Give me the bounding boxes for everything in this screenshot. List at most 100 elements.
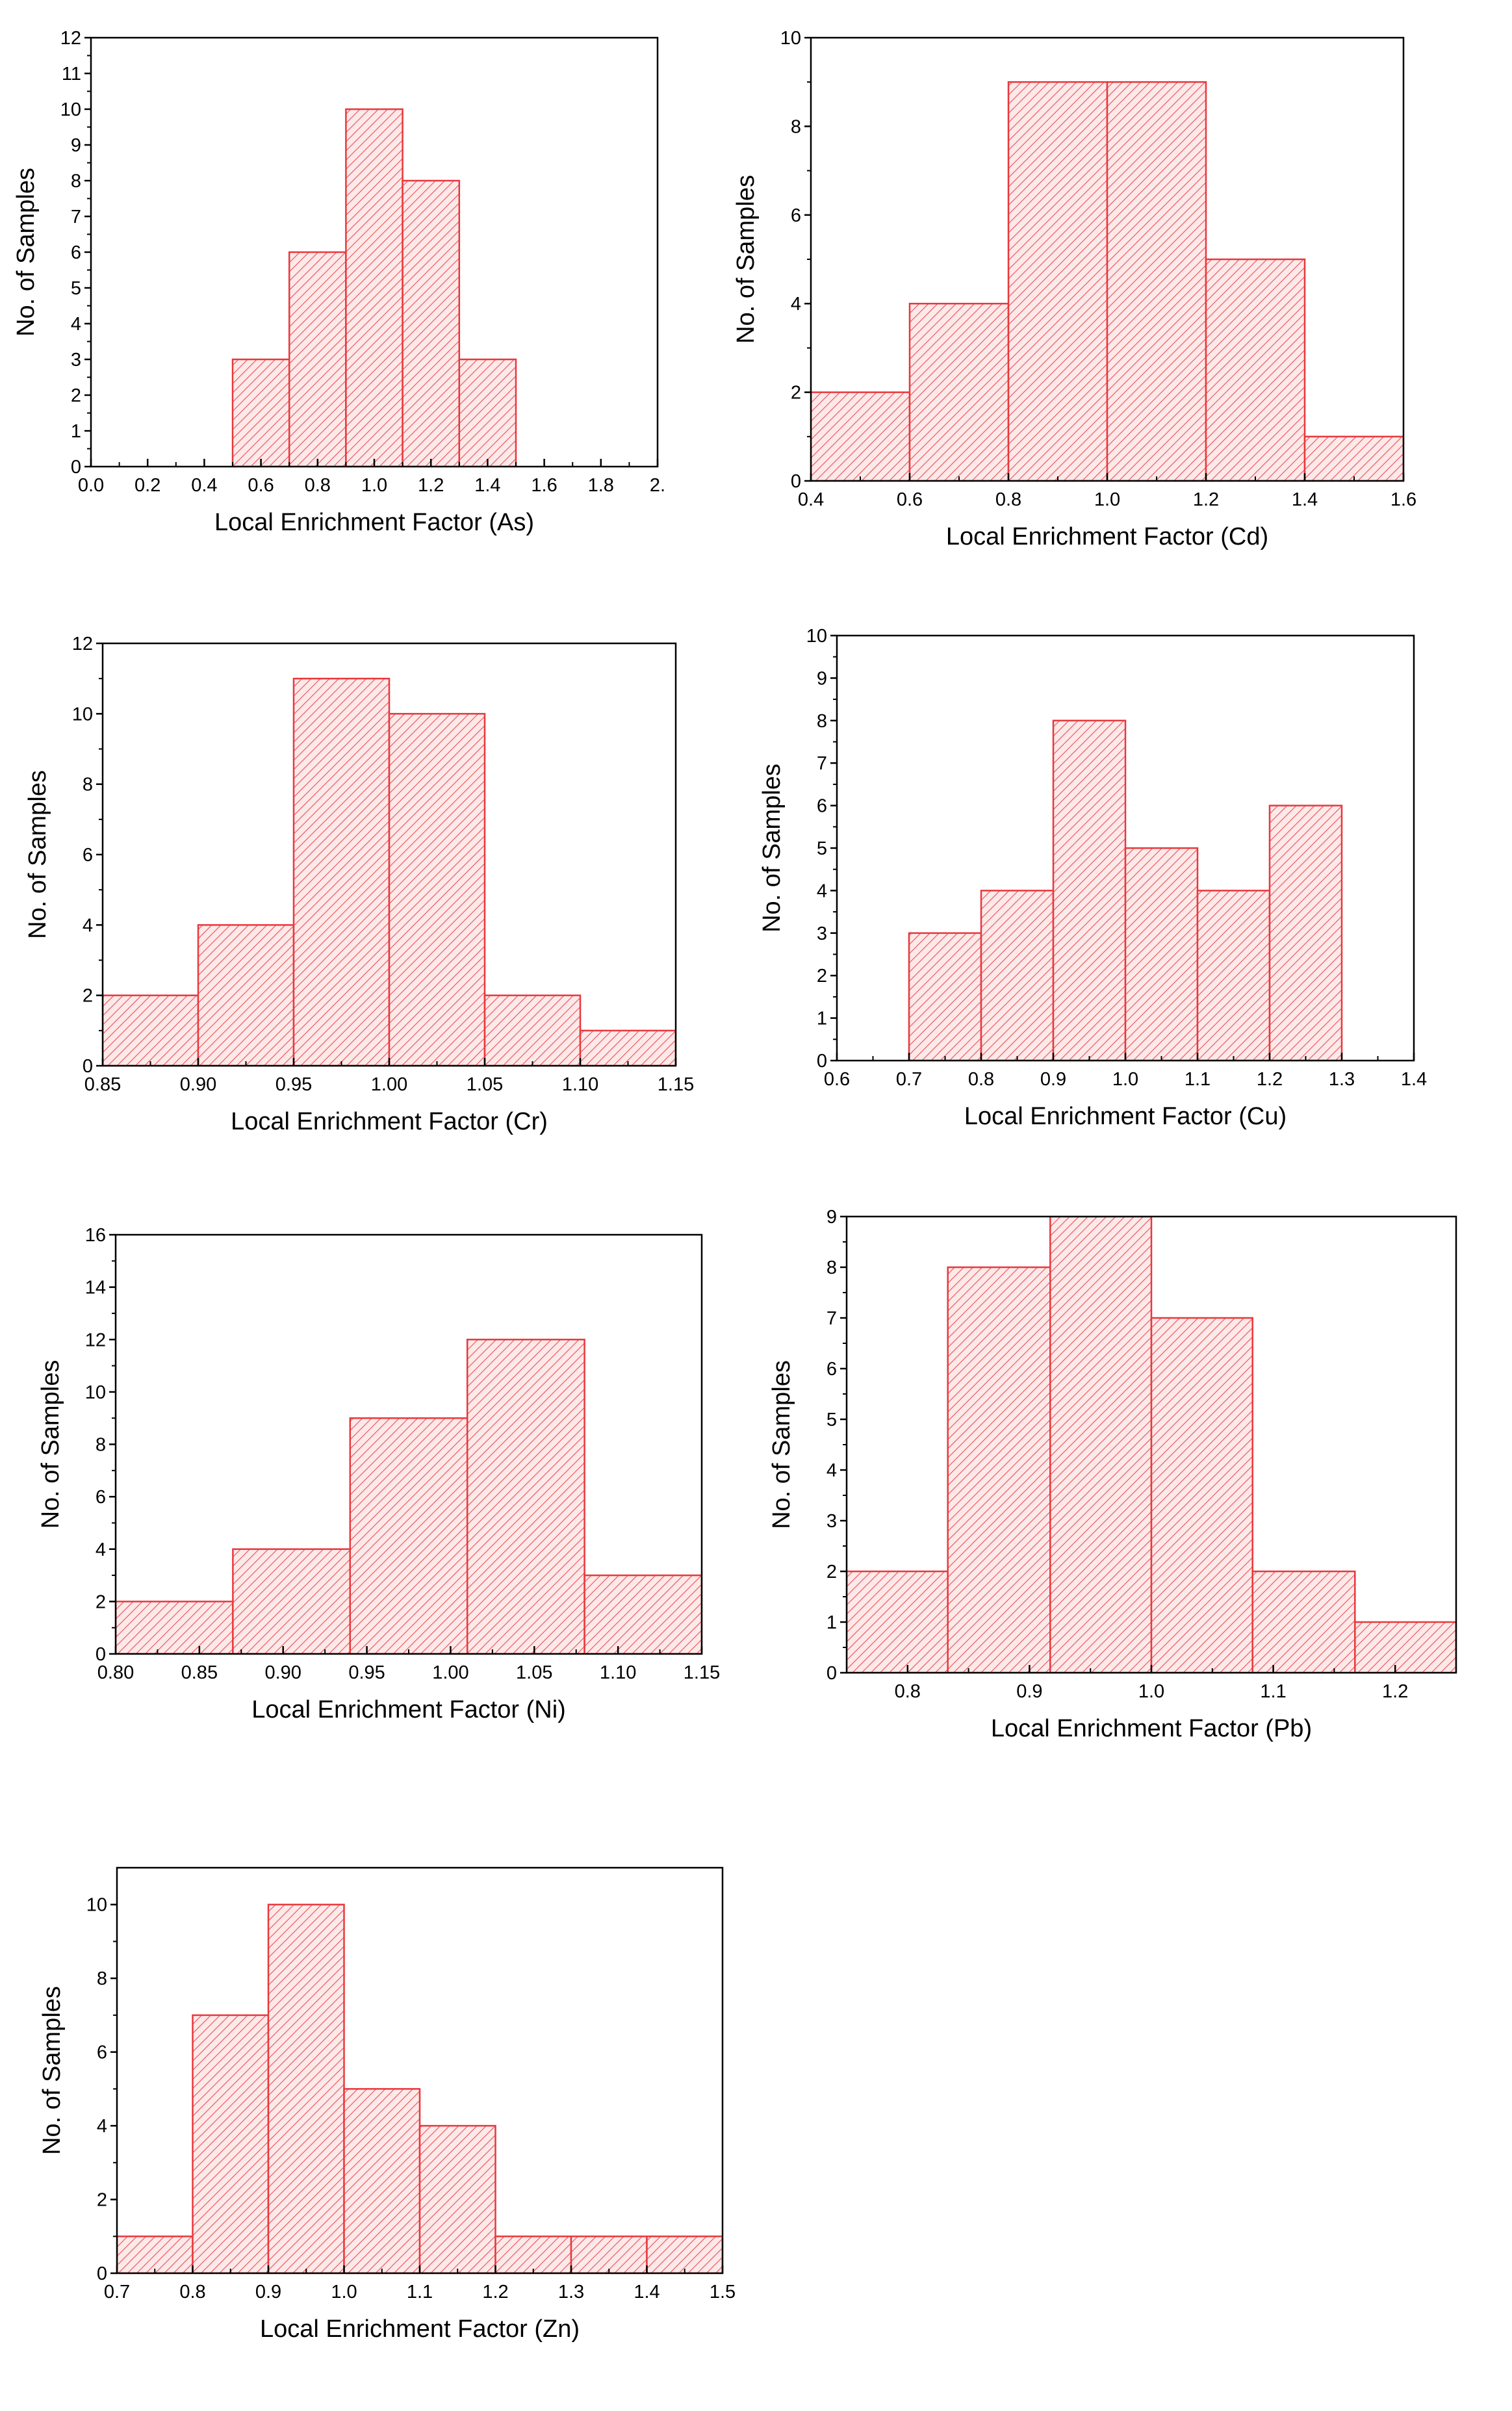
x-tick-label: 0.8: [968, 1069, 994, 1090]
histogram-bar: [980, 890, 1055, 1061]
y-tick-label: 9: [826, 1207, 837, 1228]
histogram-bar: [418, 2124, 496, 2273]
histogram-bar: [343, 2088, 421, 2273]
x-tick-label: 1.4: [634, 2282, 660, 2302]
x-tick-label: 0.7: [896, 1069, 922, 1090]
histogram-cd: 0.4 0.6 0.8 1.0 1.2 1.4 1.6 0 2 4 6 8 10 Local Enrich…: [732, 28, 1416, 550]
x-axis-title: Local Enrichment Factor (As): [214, 509, 534, 536]
histogram-bar: [908, 302, 1010, 481]
y-tick-label: 6: [97, 2043, 107, 2063]
histogram-bar: [494, 2236, 572, 2273]
x-tick-label: 1.2: [1382, 1681, 1408, 1702]
y-axis-title: No. of Samples: [37, 1360, 64, 1529]
histogram-bar: [1196, 890, 1271, 1061]
y-tick-label: 1: [817, 1009, 827, 1029]
histogram-bar: [197, 924, 295, 1066]
y-axis-title: No. of Samples: [24, 770, 51, 939]
y-tick-label: 3: [817, 923, 827, 944]
x-tick-label: 1.2: [1257, 1069, 1283, 1090]
x-axis-title: Local Enrichment Factor (Pb): [991, 1715, 1312, 1742]
bar-group: [847, 1216, 1456, 1673]
x-tick-label: 0.4: [191, 475, 217, 496]
histogram-bar: [579, 1029, 676, 1066]
y-tick-label: 12: [85, 1330, 106, 1350]
x-tick-label: 1.10: [600, 1662, 636, 1683]
y-tick-label: 2: [96, 1592, 106, 1612]
x-tick-label: 1.6: [1390, 489, 1416, 510]
y-tick-label: 6: [791, 205, 801, 226]
y-tick-label: 4: [97, 2116, 107, 2137]
y-tick-label: 4: [791, 294, 801, 315]
x-tick-label: 1.0: [1138, 1681, 1164, 1702]
x-tick-label: 0.6: [824, 1069, 850, 1090]
y-tick-label: 11: [62, 64, 81, 84]
y-tick-label: 5: [71, 278, 81, 299]
y-tick-label: 2: [83, 986, 93, 1007]
x-tick-label: 1.1: [1185, 1069, 1211, 1090]
y-tick-label: 2: [791, 383, 801, 404]
histogram-bar: [103, 994, 199, 1066]
histogram-pb: 0.8 0.9 1.0 1.1 1.2 0 1 2 3 4 5 6 7 8 9 Local Enrichmen…: [768, 1207, 1457, 1742]
y-tick-label: 0: [97, 2263, 107, 2284]
y-tick-label: 14: [85, 1278, 106, 1298]
y-tick-label: 10: [85, 1382, 106, 1403]
y-tick-label: 10: [780, 28, 801, 49]
x-tick-label: 1.05: [467, 1074, 503, 1095]
x-tick-label: 0.9: [1016, 1681, 1042, 1702]
y-tick-label: 6: [96, 1487, 106, 1508]
histogram-bar: [1303, 435, 1403, 481]
x-tick-label: 1.2: [482, 2282, 508, 2302]
y-tick-label: 4: [83, 915, 93, 936]
x-tick-label: 1.00: [432, 1662, 468, 1683]
x-tick-label: 0.95: [275, 1074, 312, 1095]
y-tick-label: 5: [826, 1410, 837, 1430]
x-tick-label: 0.90: [180, 1074, 216, 1095]
y-tick-label: 10: [86, 1895, 107, 1916]
x-tick-label: 1.4: [474, 475, 500, 496]
x-tick-label: 0.8: [995, 489, 1021, 510]
y-tick-label: 4: [826, 1460, 837, 1481]
y-tick-label: 9: [817, 668, 827, 689]
y-tick-label: 2: [826, 1562, 837, 1582]
y-tick-label: 8: [96, 1435, 106, 1456]
y-tick-label: 2: [97, 2190, 107, 2211]
x-tick-label: 0.8: [895, 1681, 921, 1702]
y-tick-label: 3: [71, 350, 81, 370]
histogram-bar: [947, 1266, 1051, 1673]
x-tick-label: 1.6: [531, 475, 557, 496]
histogram-bar: [908, 932, 982, 1061]
x-axis-title: Local Enrichment Factor (Cu): [964, 1103, 1287, 1130]
y-tick-label: 10: [60, 99, 81, 120]
x-tick-label: 1.2: [1193, 489, 1219, 510]
histogram-bar: [267, 1903, 345, 2273]
x-tick-label: 1.4: [1292, 489, 1318, 510]
bar-group: [908, 719, 1343, 1061]
y-tick-label: 8: [71, 171, 81, 192]
y-tick-label: 2: [817, 966, 827, 986]
x-axis-title: Local Enrichment Factor (Ni): [251, 1696, 566, 1723]
x-axis-title: Local Enrichment Factor (Zn): [260, 2315, 580, 2343]
bar-group: [116, 1339, 702, 1654]
y-tick-label: 4: [96, 1540, 106, 1560]
y-tick-label: 12: [60, 28, 81, 49]
y-tick-label: 10: [72, 704, 93, 725]
y-tick-label: 0: [83, 1056, 93, 1077]
x-tick-label: 1.15: [684, 1662, 720, 1683]
x-tick-label: 1.2: [418, 475, 444, 496]
histogram-bar: [117, 2236, 194, 2273]
histogram-ni: 0.80 0.85 0.90 0.95 1.00 1.05 1.10 1.15 0 2 4 6 8 10 1…: [37, 1225, 720, 1723]
x-axis-title: Local Enrichment Factor (Cr): [231, 1108, 548, 1135]
x-tick-label: 0.7: [104, 2282, 130, 2302]
histogram-bar: [483, 994, 582, 1066]
histogram-bar: [466, 1339, 585, 1654]
x-tick-label: 1.10: [562, 1074, 598, 1095]
y-tick-label: 6: [71, 242, 81, 263]
x-tick-label: 1.3: [1329, 1069, 1355, 1090]
y-tick-label: 6: [826, 1359, 837, 1380]
x-tick-label: 0.6: [248, 475, 274, 496]
histogram-bar: [232, 1548, 352, 1654]
y-tick-label: 1: [71, 421, 81, 442]
x-tick-label: 0.85: [84, 1074, 121, 1095]
y-tick-label: 6: [83, 845, 93, 866]
histogram-bar: [811, 391, 911, 481]
